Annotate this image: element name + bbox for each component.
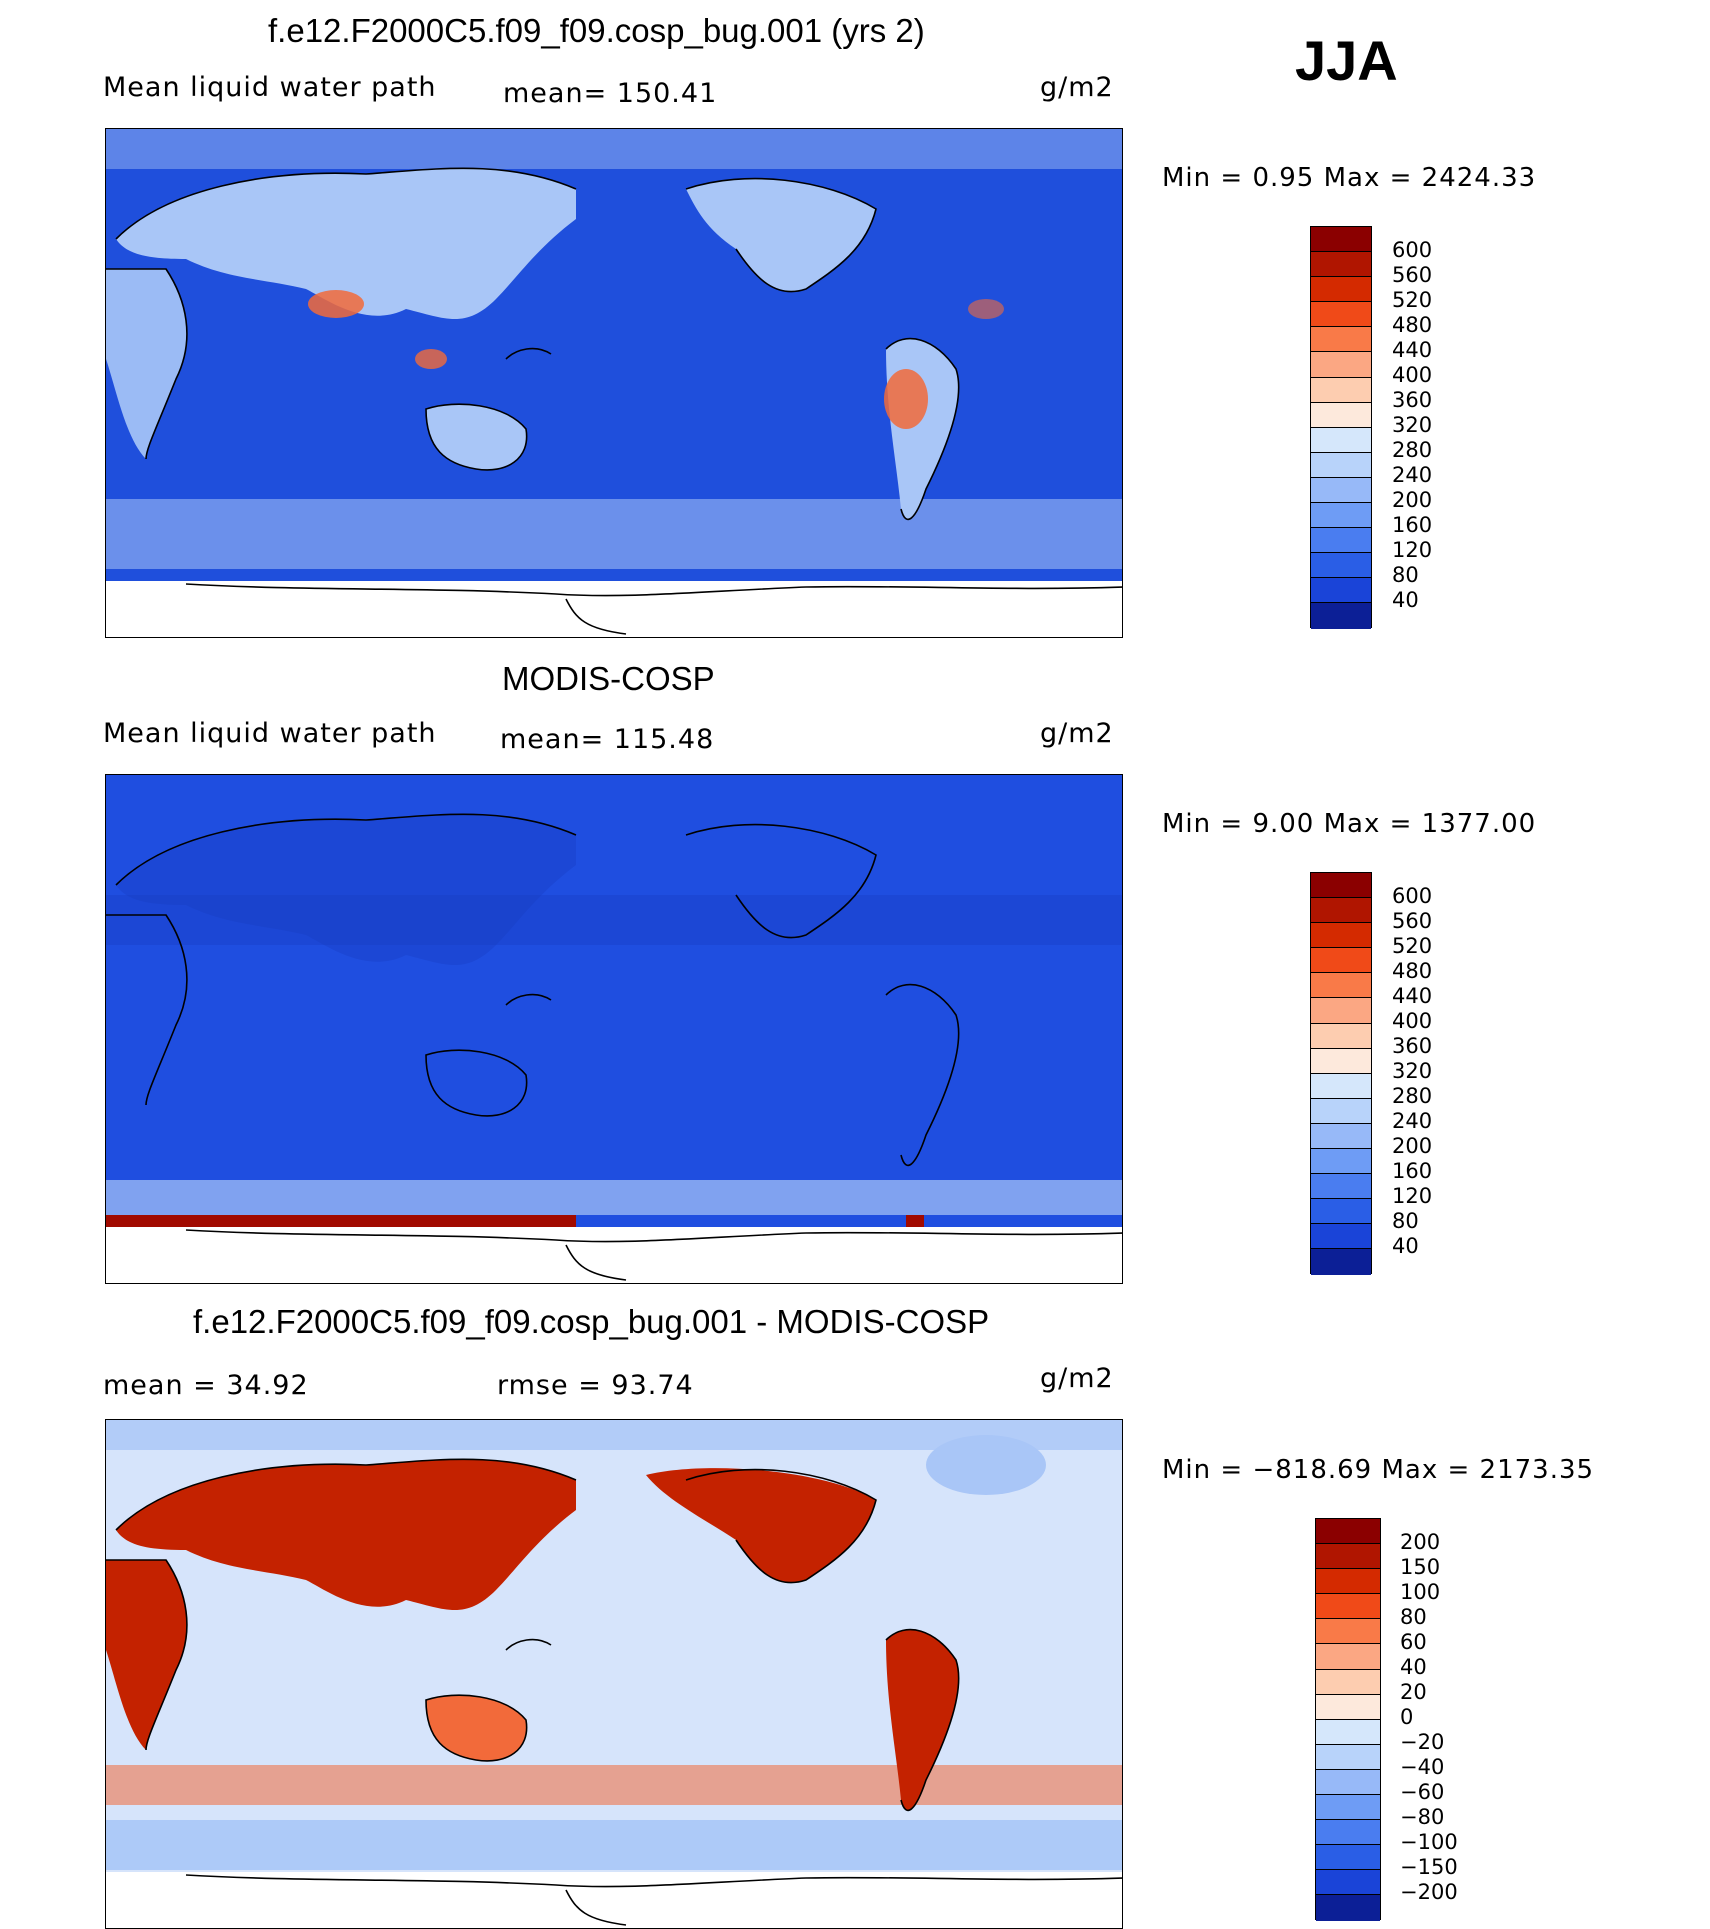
panel1-map (105, 128, 1123, 638)
colorbar-tick: 360 (1392, 1034, 1433, 1058)
panel1-mean-label: mean= 150.41 (503, 78, 718, 109)
colorbar-tick: 160 (1392, 1159, 1433, 1183)
season-label: JJA (1295, 29, 1398, 92)
panel3-rmse-label: rmse = 93.74 (497, 1370, 694, 1401)
panel3-map-svg (106, 1420, 1122, 1928)
panel2-mean-label: mean= 115.48 (500, 724, 715, 755)
colorbar-tick: 20 (1400, 1680, 1427, 1704)
panel3-units: g/m2 (1040, 1363, 1114, 1394)
colorbar-tick: 40 (1400, 1655, 1427, 1679)
colorbar-tick: 0 (1400, 1705, 1414, 1729)
colorbar-tick: 200 (1400, 1530, 1441, 1554)
colorbar-tick: 440 (1392, 338, 1433, 362)
colorbar-tick: 80 (1392, 563, 1419, 587)
colorbar-tick: 60 (1400, 1630, 1427, 1654)
colorbar-tick: −150 (1400, 1855, 1458, 1879)
colorbar-tick: 440 (1392, 984, 1433, 1008)
panel2-colorbar (1310, 872, 1372, 1275)
colorbar-tick: 100 (1400, 1580, 1441, 1604)
panel1-variable-label: Mean liquid water path (103, 72, 437, 103)
colorbar-tick: 520 (1392, 934, 1433, 958)
panel3-minmax: Min = −818.69 Max = 2173.35 (1162, 1455, 1595, 1485)
panel2-variable-label: Mean liquid water path (103, 718, 437, 749)
colorbar-tick: 150 (1400, 1555, 1441, 1579)
colorbar-tick: 320 (1392, 413, 1433, 437)
colorbar-tick: 120 (1392, 538, 1433, 562)
colorbar-tick: 600 (1392, 884, 1433, 908)
colorbar-tick: 80 (1392, 1209, 1419, 1233)
panel3-title: f.e12.F2000C5.f09_f09.cosp_bug.001 - MOD… (193, 1303, 990, 1340)
colorbar-tick: 160 (1392, 513, 1433, 537)
panel1-title: f.e12.F2000C5.f09_f09.cosp_bug.001 (yrs … (268, 12, 925, 49)
colorbar-tick: −200 (1400, 1880, 1458, 1904)
colorbar-tick: 560 (1392, 263, 1433, 287)
colorbar-tick: −100 (1400, 1830, 1458, 1854)
colorbar-tick: 240 (1392, 463, 1433, 487)
colorbar-tick: 40 (1392, 588, 1419, 612)
colorbar-tick: 240 (1392, 1109, 1433, 1133)
colorbar-tick: 600 (1392, 238, 1433, 262)
colorbar-tick: 40 (1392, 1234, 1419, 1258)
panel2-map-svg (106, 775, 1122, 1283)
panel1-minmax: Min = 0.95 Max = 2424.33 (1162, 163, 1537, 193)
colorbar-tick: 120 (1392, 1184, 1433, 1208)
panel3-colorbar (1315, 1518, 1381, 1921)
colorbar-tick: −20 (1400, 1730, 1445, 1754)
colorbar-tick: 400 (1392, 363, 1433, 387)
colorbar-tick: 200 (1392, 488, 1433, 512)
colorbar-tick: 280 (1392, 1084, 1433, 1108)
panel2-units: g/m2 (1040, 718, 1114, 749)
colorbar-tick: 200 (1392, 1134, 1433, 1158)
panel2-map (105, 774, 1123, 1284)
panel1-colorbar (1310, 226, 1372, 629)
panel2-title: MODIS-COSP (502, 660, 715, 697)
panel1-map-svg (106, 129, 1122, 637)
colorbar-tick: −60 (1400, 1780, 1445, 1804)
colorbar-tick: 480 (1392, 313, 1433, 337)
colorbar-tick: −40 (1400, 1755, 1445, 1779)
panel2-minmax: Min = 9.00 Max = 1377.00 (1162, 809, 1537, 839)
colorbar-tick: 400 (1392, 1009, 1433, 1033)
colorbar-tick: 480 (1392, 959, 1433, 983)
colorbar-tick: 520 (1392, 288, 1433, 312)
colorbar-tick: −80 (1400, 1805, 1445, 1829)
panel3-mean-label: mean = 34.92 (103, 1370, 309, 1401)
panel3-map (105, 1419, 1123, 1929)
colorbar-tick: 560 (1392, 909, 1433, 933)
colorbar-tick: 280 (1392, 438, 1433, 462)
colorbar-tick: 80 (1400, 1605, 1427, 1629)
panel1-units: g/m2 (1040, 72, 1114, 103)
colorbar-tick: 320 (1392, 1059, 1433, 1083)
colorbar-tick: 360 (1392, 388, 1433, 412)
